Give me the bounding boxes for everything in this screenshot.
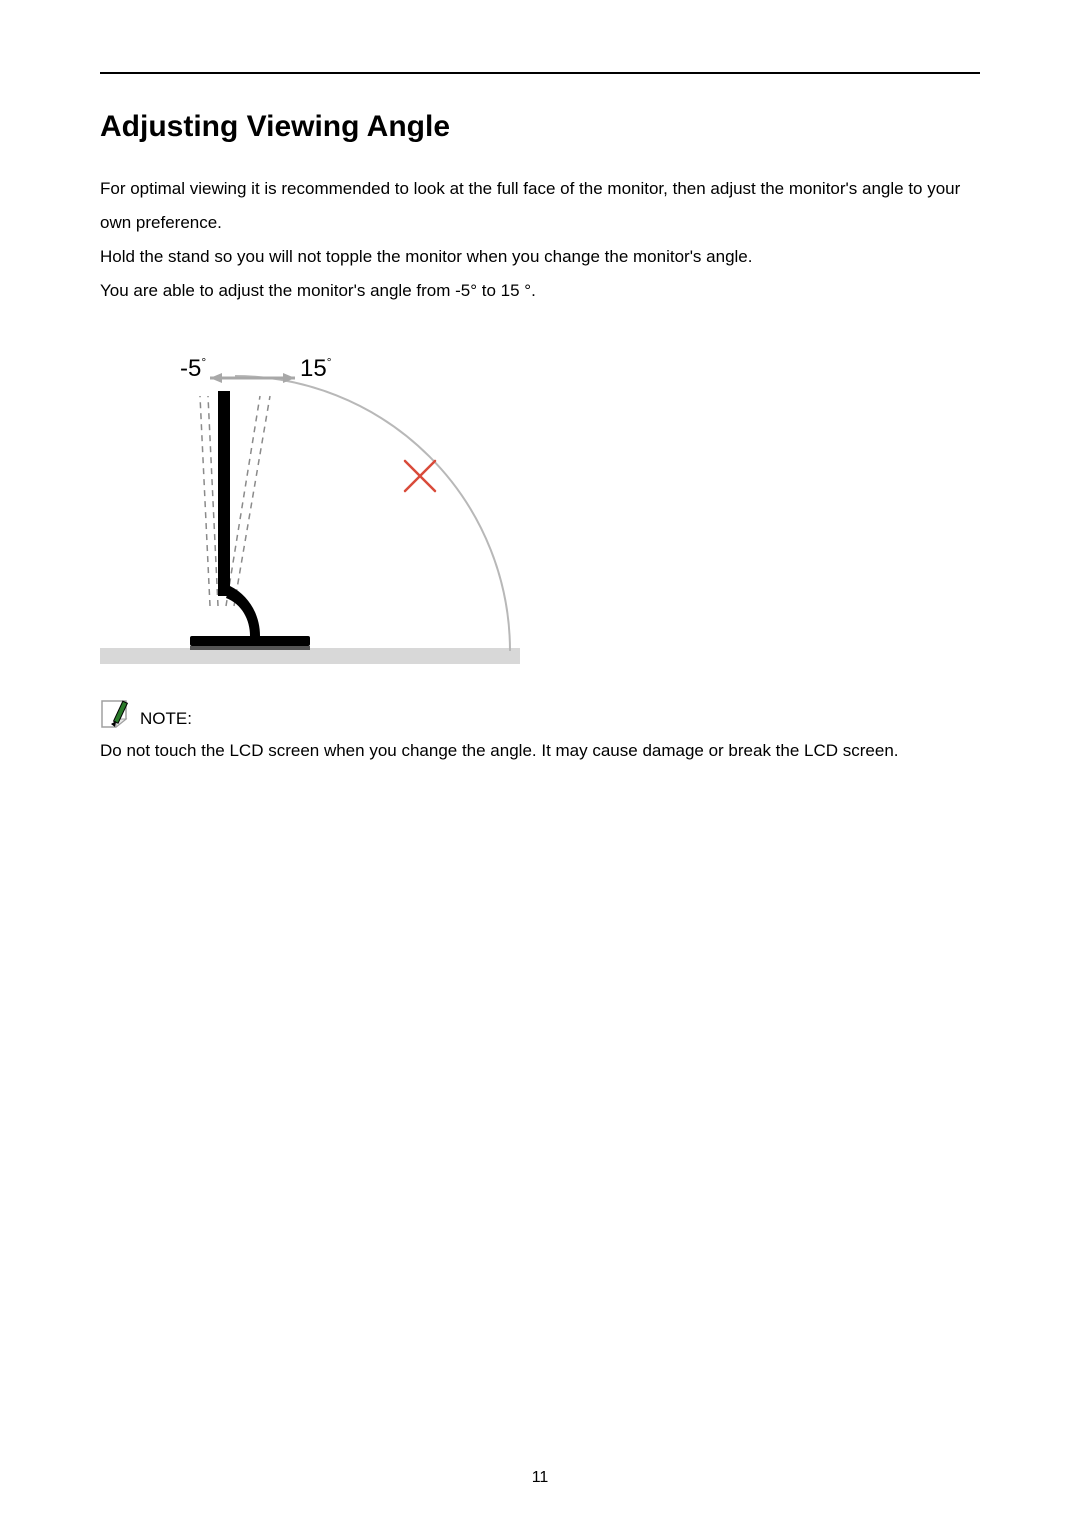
monitor-neck	[226, 586, 260, 636]
tilt-diagram: -5° 15°	[100, 336, 980, 681]
monitor-base-foot	[190, 646, 310, 650]
monitor-screen	[218, 391, 230, 596]
document-page: Adjusting Viewing Angle For optimal view…	[0, 0, 1080, 1527]
monitor-base	[190, 636, 310, 646]
tilt-forward-outline	[226, 396, 270, 606]
paragraph-3: You are able to adjust the monitor's ang…	[100, 274, 980, 308]
note-row: NOTE:	[100, 699, 980, 729]
top-rule	[100, 72, 980, 74]
monitor-side	[190, 391, 310, 650]
tilt-back-outline	[200, 396, 218, 606]
tilt-diagram-svg: -5° 15°	[100, 336, 520, 676]
ground-shadow	[100, 648, 520, 664]
angle-arrow-left-icon	[210, 373, 222, 383]
note-icon	[100, 699, 134, 729]
page-title: Adjusting Viewing Angle	[100, 110, 980, 144]
label-minus5: -5°	[180, 355, 206, 382]
tilt-arc	[235, 376, 510, 651]
paragraph-1: For optimal viewing it is recommended to…	[100, 172, 980, 240]
label-15: 15°	[300, 355, 332, 382]
paragraph-2: Hold the stand so you will not topple th…	[100, 240, 980, 274]
x-mark-icon	[405, 461, 435, 491]
note-label: NOTE:	[140, 709, 192, 729]
note-text: Do not touch the LCD screen when you cha…	[100, 735, 980, 767]
page-number: 11	[0, 1469, 1080, 1487]
